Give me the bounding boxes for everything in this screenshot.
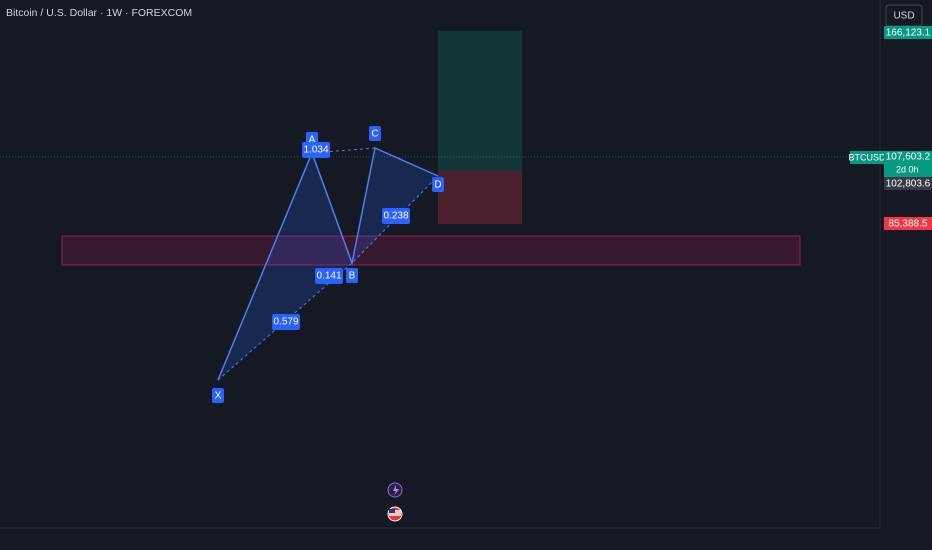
ratio-label: 0.238: [383, 211, 408, 222]
badge: [884, 217, 932, 230]
pattern-dash: [217, 175, 439, 381]
point-label: C: [371, 129, 378, 140]
point-label: X: [215, 391, 222, 402]
chart-title: Bitcoin / U.S. Dollar · 1W · FOREXCOM: [6, 7, 192, 19]
ratio-box: [302, 142, 330, 158]
pattern-dash: [311, 147, 376, 154]
point-label: D: [434, 180, 441, 191]
point-box: [432, 177, 444, 192]
symbol-label: BTCUSD: [848, 152, 886, 162]
profit-zone: [438, 31, 522, 171]
point-box: [212, 388, 224, 403]
point-label: A: [309, 135, 316, 146]
ratio-label: 0.579: [273, 317, 298, 328]
ratio-box: [315, 268, 343, 284]
pattern-bcd: [352, 148, 438, 263]
badge: [884, 26, 932, 39]
badge: [850, 151, 884, 164]
badge: [884, 151, 932, 177]
target-price: 166,123.1: [886, 28, 931, 39]
point-box: [346, 268, 358, 283]
stop-price: 85,388.5: [889, 219, 928, 230]
badge: [884, 177, 932, 190]
loss-zone: [438, 171, 522, 224]
lightning-icon: [393, 485, 399, 496]
point-box: [369, 126, 381, 141]
pattern-labels: X A B C D 0.579 0.141 1.034 0.238: [212, 126, 444, 403]
price-badges: 166,123.1 BTCUSD 107,603.2 2d 0h 102,803…: [848, 26, 932, 230]
flag-canton: [389, 509, 395, 513]
drawings: [61, 31, 801, 266]
entry-price: 102,803.6: [886, 179, 931, 190]
last-price: 107,603.2: [886, 152, 931, 163]
ratio-box: [382, 208, 410, 224]
countdown: 2d 0h: [896, 164, 919, 174]
ratio-label: 1.034: [303, 145, 328, 156]
ratio-box: [272, 314, 300, 330]
supply-zone: [61, 235, 801, 266]
ratio-label: 0.141: [316, 271, 341, 282]
pattern-xab: [218, 153, 352, 380]
point-label: B: [349, 271, 356, 282]
currency-label[interactable]: USD: [893, 11, 914, 22]
